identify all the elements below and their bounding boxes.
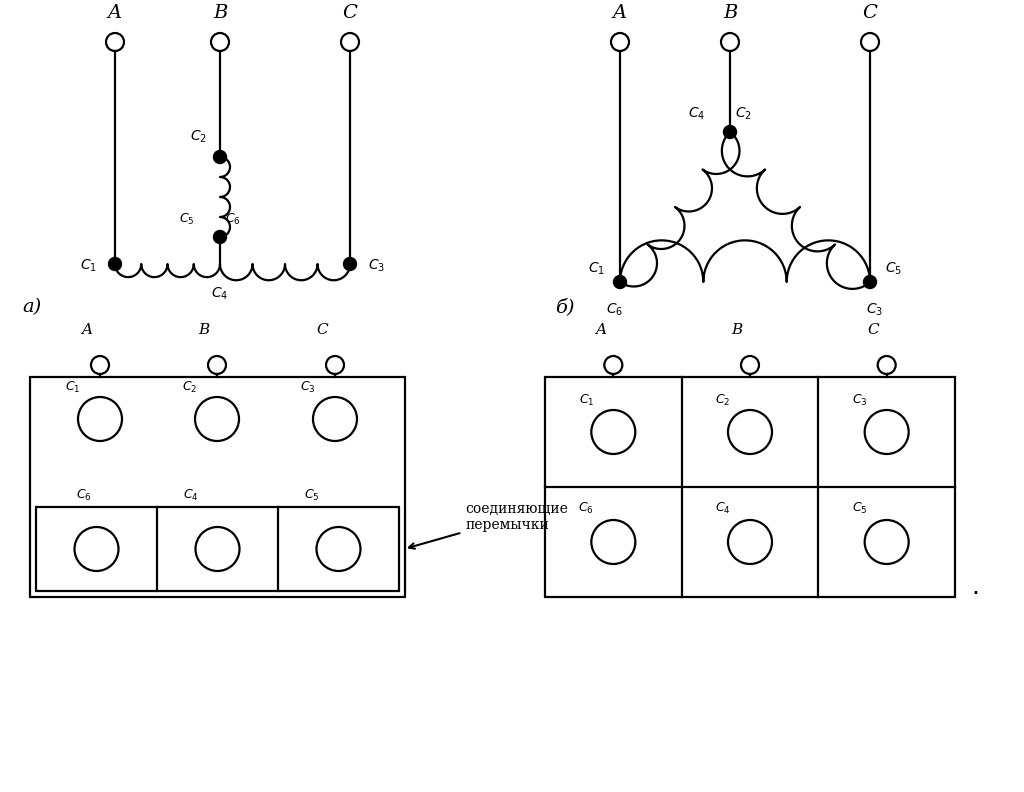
Text: $C_6$: $C_6$ bbox=[225, 212, 241, 227]
Text: б): б) bbox=[555, 298, 574, 316]
Circle shape bbox=[213, 230, 226, 243]
Text: $C_2$: $C_2$ bbox=[716, 393, 731, 408]
Circle shape bbox=[613, 276, 627, 288]
Text: B: B bbox=[199, 323, 210, 337]
Text: C: C bbox=[316, 323, 328, 337]
Bar bbox=[30, 377, 406, 597]
Text: C: C bbox=[343, 4, 357, 22]
Text: B: B bbox=[213, 4, 227, 22]
Text: $C_2$: $C_2$ bbox=[189, 128, 207, 145]
Text: $C_1$: $C_1$ bbox=[80, 258, 97, 274]
Text: $C_2$: $C_2$ bbox=[735, 105, 752, 122]
Text: A: A bbox=[82, 323, 92, 337]
Text: $C_3$: $C_3$ bbox=[368, 258, 385, 274]
Text: .: . bbox=[971, 575, 979, 599]
Text: $C_1$: $C_1$ bbox=[588, 261, 605, 277]
Text: B: B bbox=[723, 4, 737, 22]
Text: C: C bbox=[862, 4, 878, 22]
Text: $C_5$: $C_5$ bbox=[852, 501, 867, 516]
Circle shape bbox=[343, 257, 356, 271]
Text: $C_4$: $C_4$ bbox=[211, 286, 228, 303]
Text: $C_3$: $C_3$ bbox=[300, 380, 315, 395]
Circle shape bbox=[213, 150, 226, 163]
Text: $C_4$: $C_4$ bbox=[688, 105, 705, 122]
Text: $C_6$: $C_6$ bbox=[76, 488, 91, 503]
Text: $C_6$: $C_6$ bbox=[579, 501, 594, 516]
Text: соединяющие
перемычки: соединяющие перемычки bbox=[409, 502, 568, 549]
Bar bbox=[36, 507, 399, 591]
Circle shape bbox=[109, 257, 122, 271]
Text: $C_1$: $C_1$ bbox=[579, 393, 594, 408]
Text: $C_2$: $C_2$ bbox=[182, 380, 198, 395]
Text: $C_1$: $C_1$ bbox=[66, 380, 81, 395]
Text: $C_4$: $C_4$ bbox=[182, 488, 199, 503]
Text: A: A bbox=[613, 4, 627, 22]
Text: A: A bbox=[595, 323, 606, 337]
Text: B: B bbox=[731, 323, 742, 337]
Text: а): а) bbox=[22, 298, 41, 316]
Circle shape bbox=[724, 125, 736, 139]
Text: A: A bbox=[108, 4, 122, 22]
Text: $C_4$: $C_4$ bbox=[715, 501, 731, 516]
Text: $C_3$: $C_3$ bbox=[866, 302, 884, 318]
Text: C: C bbox=[868, 323, 880, 337]
Text: $C_6$: $C_6$ bbox=[606, 302, 624, 318]
Text: $C_5$: $C_5$ bbox=[179, 212, 195, 227]
Text: $C_5$: $C_5$ bbox=[885, 261, 902, 277]
Circle shape bbox=[863, 276, 877, 288]
Text: $C_5$: $C_5$ bbox=[304, 488, 319, 503]
Bar bbox=[545, 377, 955, 597]
Text: $C_3$: $C_3$ bbox=[852, 393, 867, 408]
